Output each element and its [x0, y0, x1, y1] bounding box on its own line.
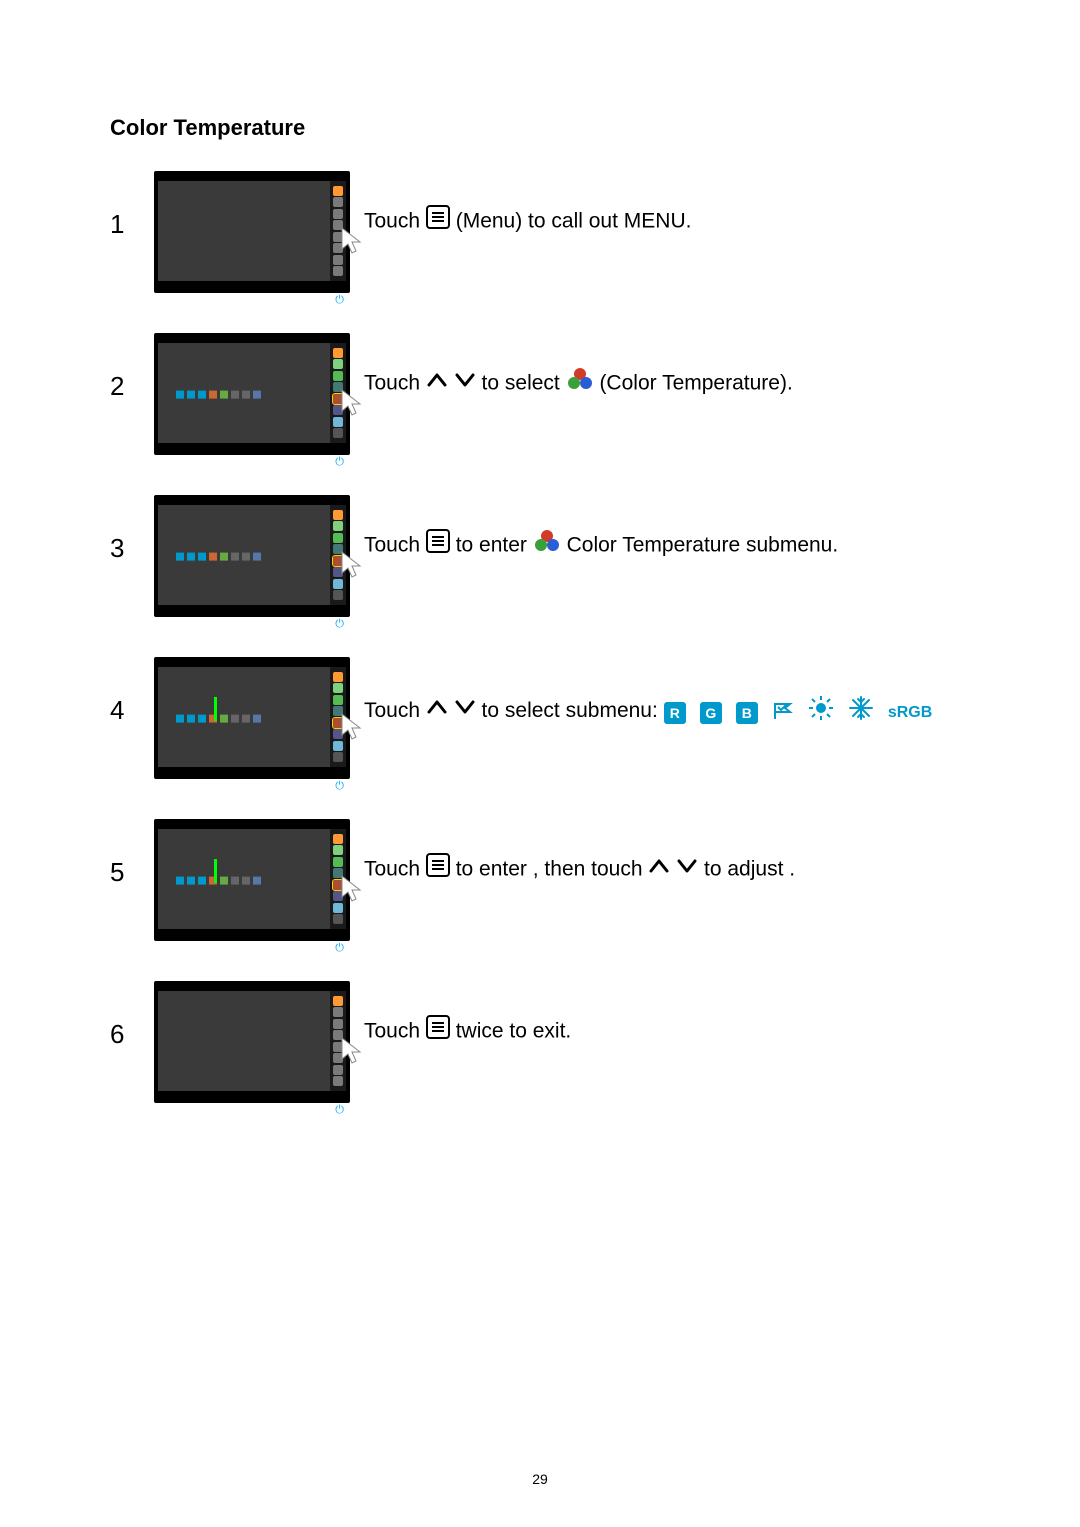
menu-icon — [426, 859, 450, 882]
osd-nav-dot — [333, 1019, 343, 1029]
osd-submenu-row — [176, 553, 261, 561]
osd-slider-bar — [214, 859, 217, 883]
srgb-icon: sRGB — [888, 697, 932, 729]
osd-nav-dot — [333, 359, 343, 369]
submenu-icon-row: RGBsRGB — [664, 695, 932, 731]
up-arrow-icon — [426, 372, 448, 395]
cursor-icon — [338, 549, 366, 583]
osd-nav-dot — [333, 510, 343, 520]
step-row: 3 ⏻ Touch to enter Color Temperature subme… — [110, 495, 970, 637]
osd-nav-dot — [333, 1076, 343, 1086]
step-number: 5 — [110, 819, 144, 888]
osd-slider-bar — [214, 697, 217, 721]
osd-nav-dot — [333, 266, 343, 276]
cursor-icon — [338, 1035, 366, 1069]
osd-submenu-row — [176, 391, 261, 399]
osd-nav-dot — [333, 186, 343, 196]
osd-nav-dot — [333, 834, 343, 844]
power-led-icon: ⏻ — [335, 456, 344, 469]
step-number: 6 — [110, 981, 144, 1050]
power-led-icon: ⏻ — [335, 942, 344, 955]
color-temp-icon — [566, 373, 594, 396]
osd-nav-dot — [333, 428, 343, 438]
step-number: 4 — [110, 657, 144, 726]
osd-nav-dot — [333, 521, 343, 531]
step-number: 1 — [110, 171, 144, 240]
osd-nav-dot — [333, 683, 343, 693]
cursor-icon — [338, 873, 366, 907]
step-instruction: Touch to select submenu:RGBsRGB — [364, 657, 932, 731]
osd-nav-dot — [333, 197, 343, 207]
green-channel-icon: G — [700, 702, 722, 724]
power-led-icon: ⏻ — [335, 618, 344, 631]
down-arrow-icon — [676, 858, 698, 881]
power-led-icon: ⏻ — [335, 780, 344, 793]
up-arrow-icon — [426, 699, 448, 722]
osd-nav-dot — [333, 857, 343, 867]
osd-nav-dot — [333, 752, 343, 762]
osd-nav-dot — [333, 371, 343, 381]
down-arrow-icon — [454, 699, 476, 722]
step-number: 2 — [110, 333, 144, 402]
cursor-icon — [338, 225, 366, 259]
osd-submenu-row — [176, 715, 261, 723]
cursor-icon — [338, 387, 366, 421]
monitor-thumbnail: ⏻ — [144, 171, 350, 313]
osd-nav-dot — [333, 845, 343, 855]
up-arrow-icon — [648, 858, 670, 881]
monitor-thumbnail: ⏻ — [144, 819, 350, 961]
osd-nav-dot — [333, 1007, 343, 1017]
osd-nav-dot — [333, 996, 343, 1006]
osd-nav-dot — [333, 348, 343, 358]
step-instruction: Touch twice to exit. — [364, 981, 571, 1049]
power-led-icon: ⏻ — [335, 1104, 344, 1117]
red-channel-icon: R — [664, 702, 686, 724]
page-number: 29 — [0, 1471, 1080, 1487]
step-instruction: Touch to select (Color Temperature). — [364, 333, 793, 401]
step-instruction: Touch (Menu) to call out MENU. — [364, 171, 691, 239]
osd-nav-dot — [333, 695, 343, 705]
step-row: 1 ⏻ Touch (Menu) to call out MENU. — [110, 171, 970, 313]
menu-icon — [426, 535, 450, 558]
osd-nav-dot — [333, 590, 343, 600]
monitor-thumbnail: ⏻ — [144, 981, 350, 1123]
cool-snow-icon — [848, 695, 874, 731]
color-temp-icon — [533, 535, 561, 558]
page-title: Color Temperature — [110, 115, 970, 141]
menu-icon — [426, 1021, 450, 1044]
osd-nav-dot — [333, 914, 343, 924]
menu-icon — [426, 211, 450, 234]
cursor-icon — [338, 711, 366, 745]
warm-sun-icon — [808, 695, 834, 731]
osd-nav-dot — [333, 209, 343, 219]
step-instruction: Touch to enter , then touch to adjust . — [364, 819, 795, 887]
osd-nav-dot — [333, 672, 343, 682]
step-row: 2 ⏻ Touch to select (Color Temperature). — [110, 333, 970, 475]
blue-channel-icon: B — [736, 702, 758, 724]
monitor-thumbnail: ⏻ — [144, 333, 350, 475]
step-instruction: Touch to enter Color Temperature submenu… — [364, 495, 838, 563]
step-row: 5 ⏻ Touch to enter , then touch to adjust … — [110, 819, 970, 961]
power-led-icon: ⏻ — [335, 294, 344, 307]
osd-nav-dot — [333, 533, 343, 543]
down-arrow-icon — [454, 372, 476, 395]
step-number: 3 — [110, 495, 144, 564]
monitor-thumbnail: ⏻ — [144, 495, 350, 637]
monitor-thumbnail: ⏻ — [144, 657, 350, 799]
flag-icon — [772, 697, 794, 729]
step-row: 6 ⏻ Touch twice to exit. — [110, 981, 970, 1123]
osd-submenu-row — [176, 877, 261, 885]
step-row: 4 ⏻ Touch to select submenu:RGBsRGB — [110, 657, 970, 799]
